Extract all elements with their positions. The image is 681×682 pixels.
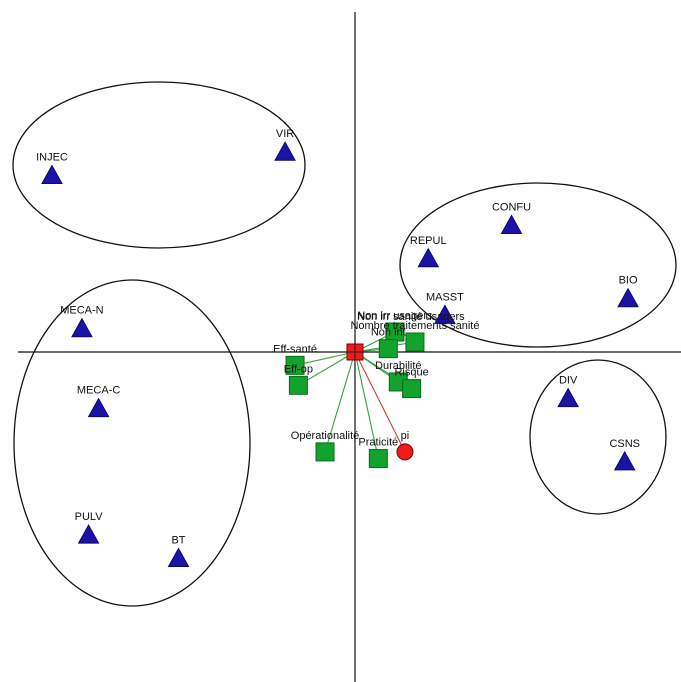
square-marker-risque xyxy=(402,379,422,399)
square-marker-eff-op xyxy=(288,375,308,395)
square-marker-operationalite xyxy=(315,442,335,462)
triangle-label-confu: CONFU xyxy=(492,201,531,213)
triangle-label-csns: CSNS xyxy=(609,438,640,450)
triangle-label-bt: BT xyxy=(171,534,185,546)
triangle-marker-meca-n xyxy=(71,317,93,338)
square-marker-eff-sante xyxy=(285,355,305,375)
triangle-marker-csns xyxy=(613,450,636,471)
cluster-ellipses xyxy=(12,81,677,607)
triangle-marker-bt xyxy=(167,547,190,567)
triangle-label-meca-n: MECA-N xyxy=(60,305,103,317)
cluster-ellipse-bottom-left xyxy=(13,279,251,607)
square-label-risque: Risque xyxy=(394,367,428,379)
triangle-marker-pulv xyxy=(77,524,100,544)
triangle-marker-masst xyxy=(434,304,456,324)
square-marker-praticite xyxy=(368,449,388,469)
square-label-praticite: Praticité xyxy=(358,437,398,449)
triangle-marker-injec xyxy=(41,164,63,185)
triangle-label-pulv: PULV xyxy=(75,511,104,523)
data-markers xyxy=(41,141,639,567)
cluster-ellipse-top-left xyxy=(12,81,306,249)
square-label-eff-sante: Eff-santé xyxy=(273,343,317,355)
triangle-marker-meca-c xyxy=(87,397,110,418)
pi-marker xyxy=(396,443,414,461)
square-label-durabilite: Durabilité xyxy=(375,360,421,372)
pi-label: pi xyxy=(401,430,410,442)
triangle-marker-repul xyxy=(417,247,440,268)
cluster-ellipse-bottom-right xyxy=(529,359,667,515)
triangle-marker-vir xyxy=(274,141,296,161)
triangle-label-bio: BIO xyxy=(619,275,638,287)
connector-line-pi xyxy=(354,351,406,453)
square-label-non-int: Non int xyxy=(371,327,406,339)
triangle-marker-bio xyxy=(617,287,639,308)
triangle-marker-confu xyxy=(500,214,523,234)
center-label: Non irr sanité usagers xyxy=(357,311,465,323)
square-marker-non-int xyxy=(378,339,398,359)
connector-line-eff-sante xyxy=(294,351,356,366)
triangle-label-meca-c: MECA-C xyxy=(77,385,120,397)
square-label-eff-op: Eff-op xyxy=(284,363,313,375)
connector-line-operationalite xyxy=(324,351,356,453)
square-marker-nombre-traitements-sanite xyxy=(405,332,425,352)
triangle-label-div: DIV xyxy=(559,375,578,387)
point-labels: INJEC VIR CONFU REPUL BIO MASST MECA-N MECA-C DI… xyxy=(36,128,640,546)
square-label-nombre-traitements-sanite: Nombre traitements sanité xyxy=(350,320,479,332)
triangle-label-vir: VIR xyxy=(276,128,294,140)
triangle-label-injec: INJEC xyxy=(36,152,68,164)
square-label-non-irr-usagers: Non irr usagers xyxy=(357,310,433,322)
connector-line-praticite xyxy=(354,351,379,459)
cluster-ellipse-top-right xyxy=(399,182,677,348)
triangle-marker-div xyxy=(557,387,579,408)
triangle-label-masst: MASST xyxy=(426,291,464,303)
square-label-operationalite: Opérationalité xyxy=(291,430,360,442)
triangle-label-repul: REPUL xyxy=(410,235,447,247)
